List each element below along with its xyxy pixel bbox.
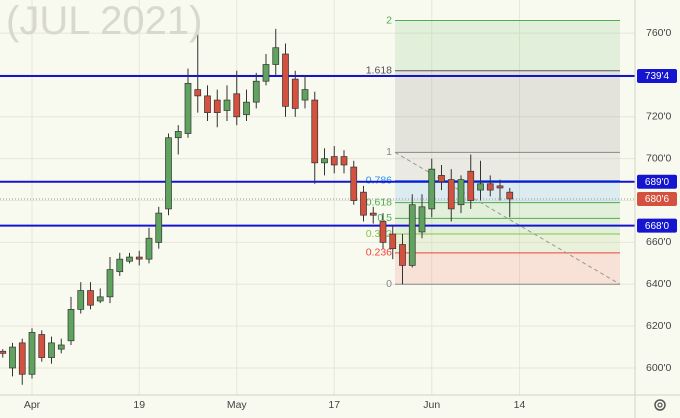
candle-body xyxy=(311,99,319,164)
x-tick-label: 17 xyxy=(328,399,340,411)
candle-body xyxy=(0,350,7,354)
candle-body xyxy=(418,206,426,233)
x-tick-label: May xyxy=(227,399,248,411)
price-tag-label: 668'0 xyxy=(645,221,670,232)
fib-label: 0.5 xyxy=(377,212,392,224)
candle-body xyxy=(87,290,94,306)
candle-body xyxy=(18,342,26,375)
plot: 2 1.618 1 0.786 0.618 0.5 0.382 0.236 0 xyxy=(0,0,635,395)
candle-body xyxy=(340,156,348,166)
candle-body xyxy=(360,191,367,216)
candle-body xyxy=(467,170,475,201)
fib-label: 0.786 xyxy=(366,174,392,186)
candle-body xyxy=(145,237,153,260)
fib-band xyxy=(395,20,620,71)
candle-body xyxy=(155,212,163,243)
candle-body xyxy=(457,179,465,206)
candle-body xyxy=(116,258,124,273)
fib-band xyxy=(395,70,620,153)
candle-body xyxy=(174,131,182,139)
fib-label: 1.618 xyxy=(366,65,392,77)
candle-body xyxy=(252,80,260,103)
price-tag xyxy=(637,191,677,206)
price-tag xyxy=(637,218,677,233)
y-tick-label: 700'0 xyxy=(646,152,672,164)
candle-body xyxy=(330,156,338,166)
candle-body xyxy=(213,99,221,113)
candle-body xyxy=(301,89,309,101)
candle-body xyxy=(184,82,192,134)
price-tag-label: 689'0 xyxy=(645,177,670,188)
candle-body xyxy=(408,204,416,266)
price-tag-label: 680'6 xyxy=(645,194,670,205)
candle-body xyxy=(486,183,494,191)
candle-body xyxy=(194,89,202,97)
price-tag xyxy=(637,174,677,189)
y-tick-label: 660'0 xyxy=(646,236,672,248)
settings-icon[interactable] xyxy=(654,399,666,411)
candle-body xyxy=(48,342,55,358)
candle-body xyxy=(447,179,455,210)
y-tick-label: 760'0 xyxy=(646,27,672,39)
watermark: (JUL 2021) xyxy=(6,0,202,43)
y-tick-label: 600'0 xyxy=(646,362,672,374)
candle-body xyxy=(233,93,241,118)
price-tag xyxy=(637,68,677,83)
candle-body xyxy=(126,256,133,262)
fib-band xyxy=(395,252,620,285)
candle-body xyxy=(77,290,85,310)
candle-body xyxy=(57,344,65,350)
candle-body xyxy=(506,191,514,200)
fib-label: 0.236 xyxy=(366,247,392,259)
y-tick-label: 620'0 xyxy=(646,320,672,332)
candle-body xyxy=(262,64,270,82)
y-tick-label: 720'0 xyxy=(646,111,672,123)
candle-body xyxy=(96,296,104,302)
candle-body xyxy=(9,346,16,369)
candle-body xyxy=(165,137,172,210)
y-tick-label: 640'0 xyxy=(646,278,672,290)
candle-body xyxy=(28,332,36,375)
x-tick-label: 14 xyxy=(514,399,526,411)
candle-body xyxy=(399,244,406,266)
candle-body xyxy=(272,47,280,65)
candle-body xyxy=(389,233,397,250)
candle-body xyxy=(428,168,436,210)
fib-label: 0.618 xyxy=(366,196,392,208)
candle-body xyxy=(67,309,75,342)
x-tick-label: Apr xyxy=(24,399,41,411)
fib-label: 0.382 xyxy=(366,228,392,240)
candle-body xyxy=(438,175,445,183)
candle-body xyxy=(379,221,387,243)
candle-body xyxy=(496,185,504,189)
candle-body xyxy=(243,101,250,116)
x-tick-label: 19 xyxy=(133,399,145,411)
fib-label: 2 xyxy=(386,14,392,26)
candle-body xyxy=(477,183,484,191)
fib-band xyxy=(395,234,620,253)
candle-body xyxy=(204,95,211,113)
candle-body xyxy=(223,99,231,111)
candle-body xyxy=(369,212,377,216)
candle-body xyxy=(291,78,299,109)
fib-label: 0 xyxy=(386,278,392,290)
price-tag-label: 739'4 xyxy=(645,71,670,82)
candle-body xyxy=(321,158,328,164)
candle-body xyxy=(350,166,358,201)
x-tick-label: Jun xyxy=(423,399,440,411)
candle-body xyxy=(282,53,289,107)
candle-body xyxy=(38,334,46,358)
candle-body xyxy=(106,269,114,298)
fib-label: 1 xyxy=(386,146,392,158)
candle-body xyxy=(135,256,143,260)
